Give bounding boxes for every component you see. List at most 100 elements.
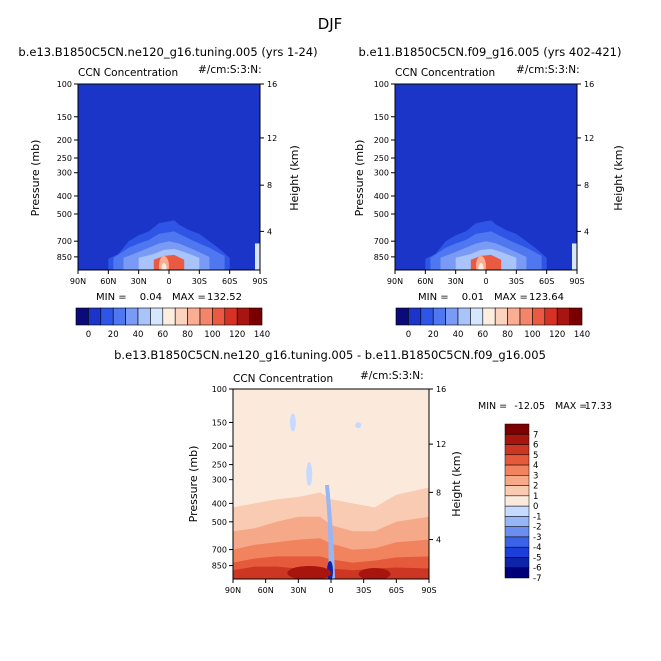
panel-2-field	[395, 84, 577, 270]
panel-3-y2tick-label: 16	[436, 385, 446, 394]
panel-3-max-nh	[287, 566, 332, 579]
panel-1-ytick-label: 700	[57, 237, 72, 246]
panel-1-colorbar-swatch	[249, 307, 263, 326]
panel-2-colorbar-swatch	[408, 307, 422, 326]
panel-1-colorbar-label: 120	[229, 330, 245, 340]
panel-2-ytick-label: 100	[374, 80, 389, 89]
panel-1-ytick-label: 300	[57, 169, 72, 178]
panel-1-ytick-label: 100	[57, 80, 72, 89]
panel-3-min-label: MIN =	[478, 401, 507, 412]
panel-3-y2tick-label: 12	[436, 440, 446, 449]
panel-3-ytick-label: 700	[212, 546, 227, 555]
panel-1-xtick-label: 30N	[131, 277, 147, 286]
panel-1-colorbar-swatch	[224, 307, 238, 326]
panel-3: b.e13.B1850C5CN.ne120_g16.tuning.005 - b…	[114, 348, 612, 595]
panel-2-plot-area: 90N 60N 30N 0 30S 60S 90S 100 150 200 250 300 400 500…	[374, 80, 594, 286]
panel-3-colorbar-label: 7	[533, 430, 538, 440]
panel-1-colorbar-label: 60	[157, 330, 168, 340]
panel-1-colorbar-swatch	[236, 307, 250, 326]
panel-1-title: b.e13.B1850C5CN.ne120_g16.tuning.005 (yr…	[18, 45, 317, 59]
panel-2-ytick-label: 150	[374, 113, 389, 122]
panel-2-variable-label: CCN Concentration	[395, 67, 495, 79]
panel-1-ytick-label: 150	[57, 113, 72, 122]
panel-3-colorbar-label: -5	[533, 553, 541, 563]
panel-3-xtick-label: 0	[328, 586, 333, 595]
panel-2-ytick-label: 200	[374, 136, 389, 145]
panel-3-colorbar-label: -4	[533, 543, 541, 553]
panel-1-max-core	[161, 263, 167, 270]
panel-3-colorbar-swatch	[504, 423, 530, 435]
panel-3-y2tick-label: 4	[436, 536, 441, 545]
panel-1-min-label: MIN =	[96, 292, 127, 303]
panel-2-colorbar: 0 20 40 60 80 100 120 140	[395, 307, 590, 340]
panel-3-ylabel: Pressure (mb)	[187, 446, 200, 523]
panel-3-negative-plume	[325, 484, 335, 579]
panel-2-ytick-label: 850	[374, 253, 389, 262]
panel-1-colorbar-swatch	[100, 307, 114, 326]
panel-2-south-pole-edge	[572, 243, 577, 270]
panel-2-colorbar-swatch	[395, 307, 409, 326]
panel-1-colorbar-label: 20	[108, 330, 119, 340]
panel-2-title: b.e11.B1850C5CN.f09_g16.005 (yrs 402-421…	[359, 45, 622, 59]
panel-3-colorbar-swatch	[504, 526, 530, 538]
panel-3-colorbar-swatch	[504, 505, 530, 517]
panel-3-colorbar-swatch	[504, 546, 530, 558]
panel-1-colorbar-swatch	[112, 307, 126, 326]
panel-2-max-label: MAX =	[494, 292, 528, 303]
panel-3-colorbar-swatch	[504, 464, 530, 476]
panel-3-ytick-label: 400	[212, 499, 227, 508]
panel-2-colorbar-swatch	[420, 307, 434, 326]
panel-2-colorbar-swatch	[432, 307, 446, 326]
panel-3-colorbar-swatch	[504, 557, 530, 568]
panel-2-colorbar-swatch	[445, 307, 459, 326]
panel-3-mid-negative	[306, 461, 313, 486]
panel-2-colorbar-swatch	[457, 307, 471, 326]
panel-3-colorbar-label: 2	[533, 482, 538, 492]
panel-3-plot-area: 90N 60N 30N 0 30S 60S 90S 100 150 200 250 300 400 500…	[212, 385, 446, 595]
panel-2-units-label: #/cm:S:3:N:	[516, 64, 580, 76]
panel-1-xtick-label: 30S	[192, 277, 207, 286]
panel-2-ylabel: Pressure (mb)	[353, 140, 366, 217]
panel-3-colorbar-label: -2	[533, 523, 541, 533]
panel-2-xtick-label: 0	[483, 277, 488, 286]
panel-1-units-label: #/cm:S:3:N:	[198, 64, 262, 76]
panel-1-colorbar-swatch	[199, 307, 213, 326]
panel-1-variable-label: CCN Concentration	[78, 67, 178, 79]
panel-1-ytick-label: 200	[57, 136, 72, 145]
panel-3-xtick-label: 60S	[389, 586, 404, 595]
panel-2-ytick-label: 300	[374, 169, 389, 178]
panel-3-ytick-label: 100	[212, 385, 227, 394]
panel-2-xtick-label: 60S	[539, 277, 554, 286]
panel-1-max-value: 132.52	[207, 292, 242, 303]
panel-3-colorbar-label: -3	[533, 533, 541, 543]
panel-1-ytick-label: 850	[57, 253, 72, 262]
panel-3-max-label: MAX =	[555, 401, 587, 412]
panel-1-colorbar-swatch	[88, 307, 102, 326]
panel-2-ytick-label: 250	[374, 154, 389, 163]
panel-3-xtick-label: 30N	[290, 586, 306, 595]
panel-1-colorbar-label: 40	[133, 330, 144, 340]
panel-2-colorbar-label: 100	[524, 330, 540, 340]
panel-3-max-sh	[358, 568, 391, 579]
panel-3-units-label: #/cm:S:3:N:	[360, 370, 424, 382]
panel-2-colorbar-swatch	[482, 307, 496, 326]
panel-1-ytick-label: 400	[57, 192, 72, 201]
panel-3-colorbar-swatch	[504, 516, 530, 527]
panel-2-y2tick-label: 16	[584, 80, 594, 89]
panel-1-colorbar-swatch	[187, 307, 201, 326]
panel-3-field	[233, 389, 429, 579]
panel-2-colorbar-swatch	[507, 307, 521, 326]
panel-2-min-value: 0.01	[462, 292, 484, 303]
panel-1-y2tick-label: 4	[267, 227, 272, 236]
panel-2-min-label: MIN =	[418, 292, 449, 303]
panel-1-colorbar-swatch	[137, 307, 151, 326]
panel-3-colorbar-label: 5	[533, 451, 538, 461]
panel-2-colorbar-label: 140	[574, 330, 590, 340]
panel-2-colorbar-label: 40	[453, 330, 464, 340]
panel-1-ylabel2: Height (km)	[288, 145, 301, 211]
panel-1-colorbar: 0 20 40 60 80 100 120 140	[75, 307, 270, 340]
panel-3-upper-negative-1	[289, 413, 296, 432]
panel-1-max-label: MAX =	[172, 292, 206, 303]
panel-2-xtick-label: 90N	[387, 277, 403, 286]
panel-2-colorbar-label: 60	[477, 330, 488, 340]
